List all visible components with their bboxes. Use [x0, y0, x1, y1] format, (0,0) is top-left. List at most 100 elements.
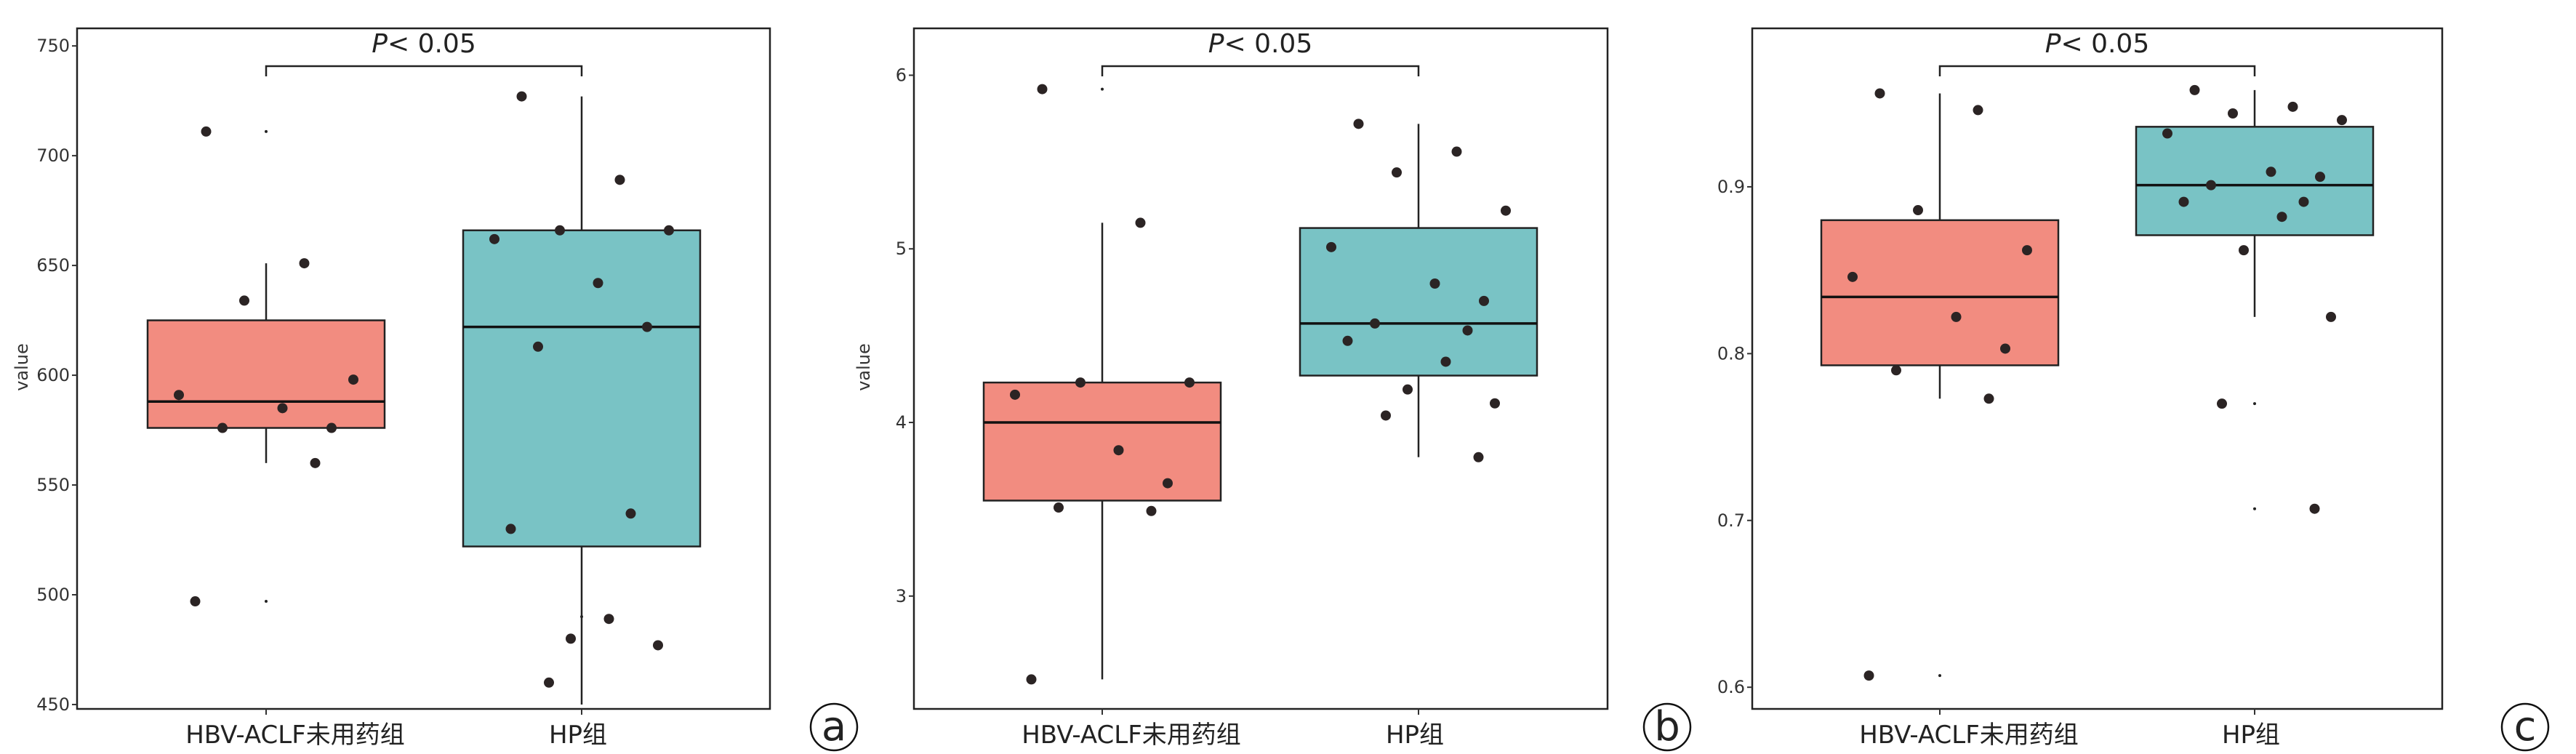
data-point [1163, 478, 1173, 489]
outlier-point [1101, 87, 1104, 91]
data-point [310, 457, 321, 468]
data-point [2189, 84, 2200, 95]
data-point [1440, 356, 1451, 367]
p-threshold: < 0.05 [1224, 29, 1312, 59]
data-point [1891, 365, 1901, 376]
data-point [555, 225, 565, 236]
data-point [1501, 205, 1511, 216]
box-group1 [146, 319, 386, 429]
data-point [1429, 278, 1440, 289]
x-tick-label: HP组 [1386, 721, 1444, 750]
data-point [1403, 384, 1413, 395]
y-tick-label: 3 [896, 586, 907, 606]
data-point [2000, 343, 2010, 354]
data-point [2206, 180, 2216, 190]
data-point [217, 422, 228, 433]
y-tick-label: 600 [36, 365, 70, 385]
data-point [505, 524, 516, 534]
data-point [326, 422, 337, 433]
data-point [299, 258, 310, 269]
data-point [603, 614, 614, 625]
data-point [2287, 101, 2298, 112]
y-tick-label: 5 [896, 238, 907, 259]
p-value-label: P< 0.05 [2045, 29, 2149, 59]
y-tick-label: 550 [36, 475, 70, 495]
significance-bracket [1938, 65, 2256, 76]
panel-tag-label: b [1654, 703, 1680, 750]
data-point [2022, 245, 2032, 256]
outlier-point [265, 129, 268, 133]
outlier-point [2253, 402, 2256, 406]
data-point [593, 278, 603, 289]
data-point [489, 233, 499, 244]
data-point [239, 295, 249, 306]
data-point [1146, 505, 1157, 516]
p-threshold: < 0.05 [388, 29, 476, 59]
data-point [625, 508, 636, 519]
p-symbol: P [2045, 29, 2061, 59]
data-point [544, 677, 554, 688]
p-threshold: < 0.05 [2061, 29, 2149, 59]
panel-tag-circle [2500, 702, 2550, 752]
y-tick-label: 500 [36, 585, 70, 605]
y-tick-label: 0.8 [1717, 343, 1745, 364]
data-point [2309, 503, 2320, 514]
panel-tag-circle [1642, 702, 1692, 752]
data-point [1113, 445, 1124, 456]
data-point [1863, 670, 1874, 681]
data-point [1353, 119, 1364, 129]
data-point [1490, 398, 1500, 409]
box-group2 [462, 229, 702, 548]
panel-c: 0.6 0.7 0.8 0.9 HBV-ACLF未用药组 HP组 P< 0.05 c [1717, 27, 2550, 752]
data-point [1451, 146, 1462, 157]
box-group2 [1299, 227, 1538, 377]
data-point [1951, 311, 1962, 322]
data-point [174, 390, 184, 401]
data-point [533, 341, 543, 352]
data-point [1075, 377, 1086, 388]
p-symbol: P [372, 29, 388, 59]
x-tick-label: HP组 [549, 721, 607, 750]
data-point [566, 633, 576, 644]
panel-tag-label: a [822, 703, 846, 750]
data-point [201, 126, 212, 137]
box-group1 [1820, 219, 2060, 366]
data-point [2162, 128, 2172, 139]
box-group2 [2135, 126, 2375, 236]
y-tick-label: 650 [36, 255, 70, 276]
data-point [190, 596, 201, 607]
data-point [2239, 245, 2249, 256]
data-point [277, 403, 288, 414]
data-point [2228, 108, 2238, 119]
data-point [1983, 393, 1994, 404]
data-point [2266, 167, 2276, 177]
x-tick-label: HP组 [2222, 721, 2280, 750]
data-point [1479, 295, 1489, 306]
data-point [1874, 88, 1885, 99]
data-point [516, 91, 527, 102]
box-group1 [982, 381, 1222, 502]
p-symbol: P [1208, 29, 1224, 59]
data-point [1473, 452, 1484, 462]
significance-bracket [265, 65, 583, 76]
data-point [1037, 84, 1048, 95]
data-point [1135, 217, 1146, 228]
data-point [1462, 325, 1473, 336]
data-point [1026, 674, 1037, 685]
panel-b: 3 4 5 6 value HBV-ACLF未用药组 HP组 P< 0.05 b [854, 27, 1692, 752]
y-tick-label: 4 [896, 412, 907, 433]
data-point [614, 175, 625, 185]
y-tick-label: 0.6 [1717, 677, 1745, 697]
x-tick-label: HBV-ACLF未用药组 [185, 721, 405, 750]
y-tick-label: 750 [36, 36, 70, 56]
data-point [2178, 196, 2189, 207]
y-tick-label: 6 [896, 65, 907, 85]
p-value-label: P< 0.05 [372, 29, 476, 59]
data-point [1054, 502, 1064, 513]
panel-tag-circle [809, 702, 859, 752]
outlier-point [265, 600, 268, 603]
outlier-point [1938, 674, 1941, 678]
data-point [348, 374, 358, 385]
y-tick-label: 0.7 [1717, 510, 1745, 531]
